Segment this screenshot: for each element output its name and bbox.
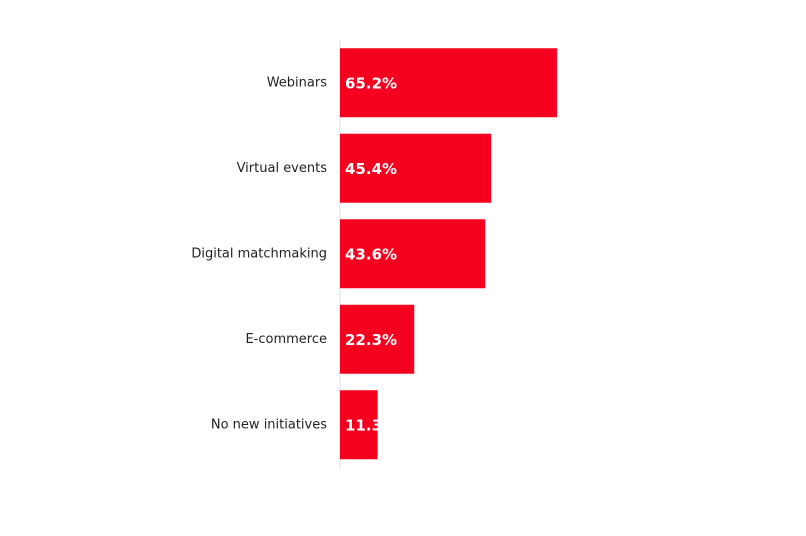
- category-label: No new initiatives: [211, 417, 327, 432]
- value-label: 22.3%: [345, 331, 397, 349]
- bar: [340, 133, 492, 203]
- category-label: Virtual events: [237, 161, 328, 176]
- category-label: Digital matchmaking: [191, 246, 327, 261]
- bar: [340, 48, 558, 118]
- bar: [340, 390, 378, 460]
- value-label: 45.4%: [345, 160, 397, 178]
- bar: [340, 304, 415, 374]
- value-label: 11.3%: [345, 416, 397, 434]
- bar: [340, 219, 486, 289]
- category-label: E-commerce: [245, 332, 327, 347]
- value-label: 65.2%: [345, 74, 397, 92]
- category-label: Webinars: [267, 75, 328, 90]
- value-label: 43.6%: [345, 245, 397, 263]
